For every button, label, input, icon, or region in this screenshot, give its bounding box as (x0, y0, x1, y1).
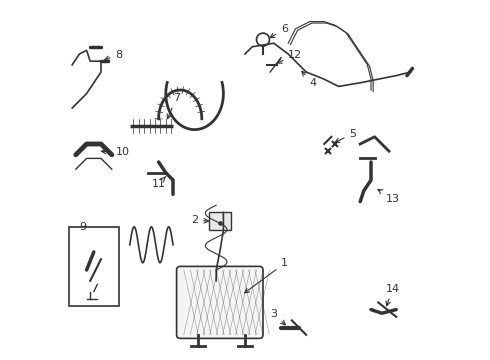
Text: 8: 8 (105, 50, 122, 60)
Text: 6: 6 (270, 24, 288, 37)
Text: 14: 14 (386, 284, 399, 306)
Text: 1: 1 (245, 258, 288, 293)
Bar (209, 212, 231, 230)
Text: 3: 3 (270, 309, 285, 325)
Bar (69, 227, 119, 306)
Text: 11: 11 (151, 176, 166, 189)
Text: 13: 13 (378, 189, 399, 204)
Text: 7: 7 (167, 93, 180, 119)
Text: 9: 9 (79, 222, 87, 233)
Text: 10: 10 (101, 147, 129, 157)
Text: 5: 5 (335, 129, 356, 142)
FancyBboxPatch shape (176, 266, 263, 338)
Text: 4: 4 (302, 71, 317, 89)
Text: 2: 2 (191, 215, 209, 225)
Text: 12: 12 (277, 50, 302, 63)
